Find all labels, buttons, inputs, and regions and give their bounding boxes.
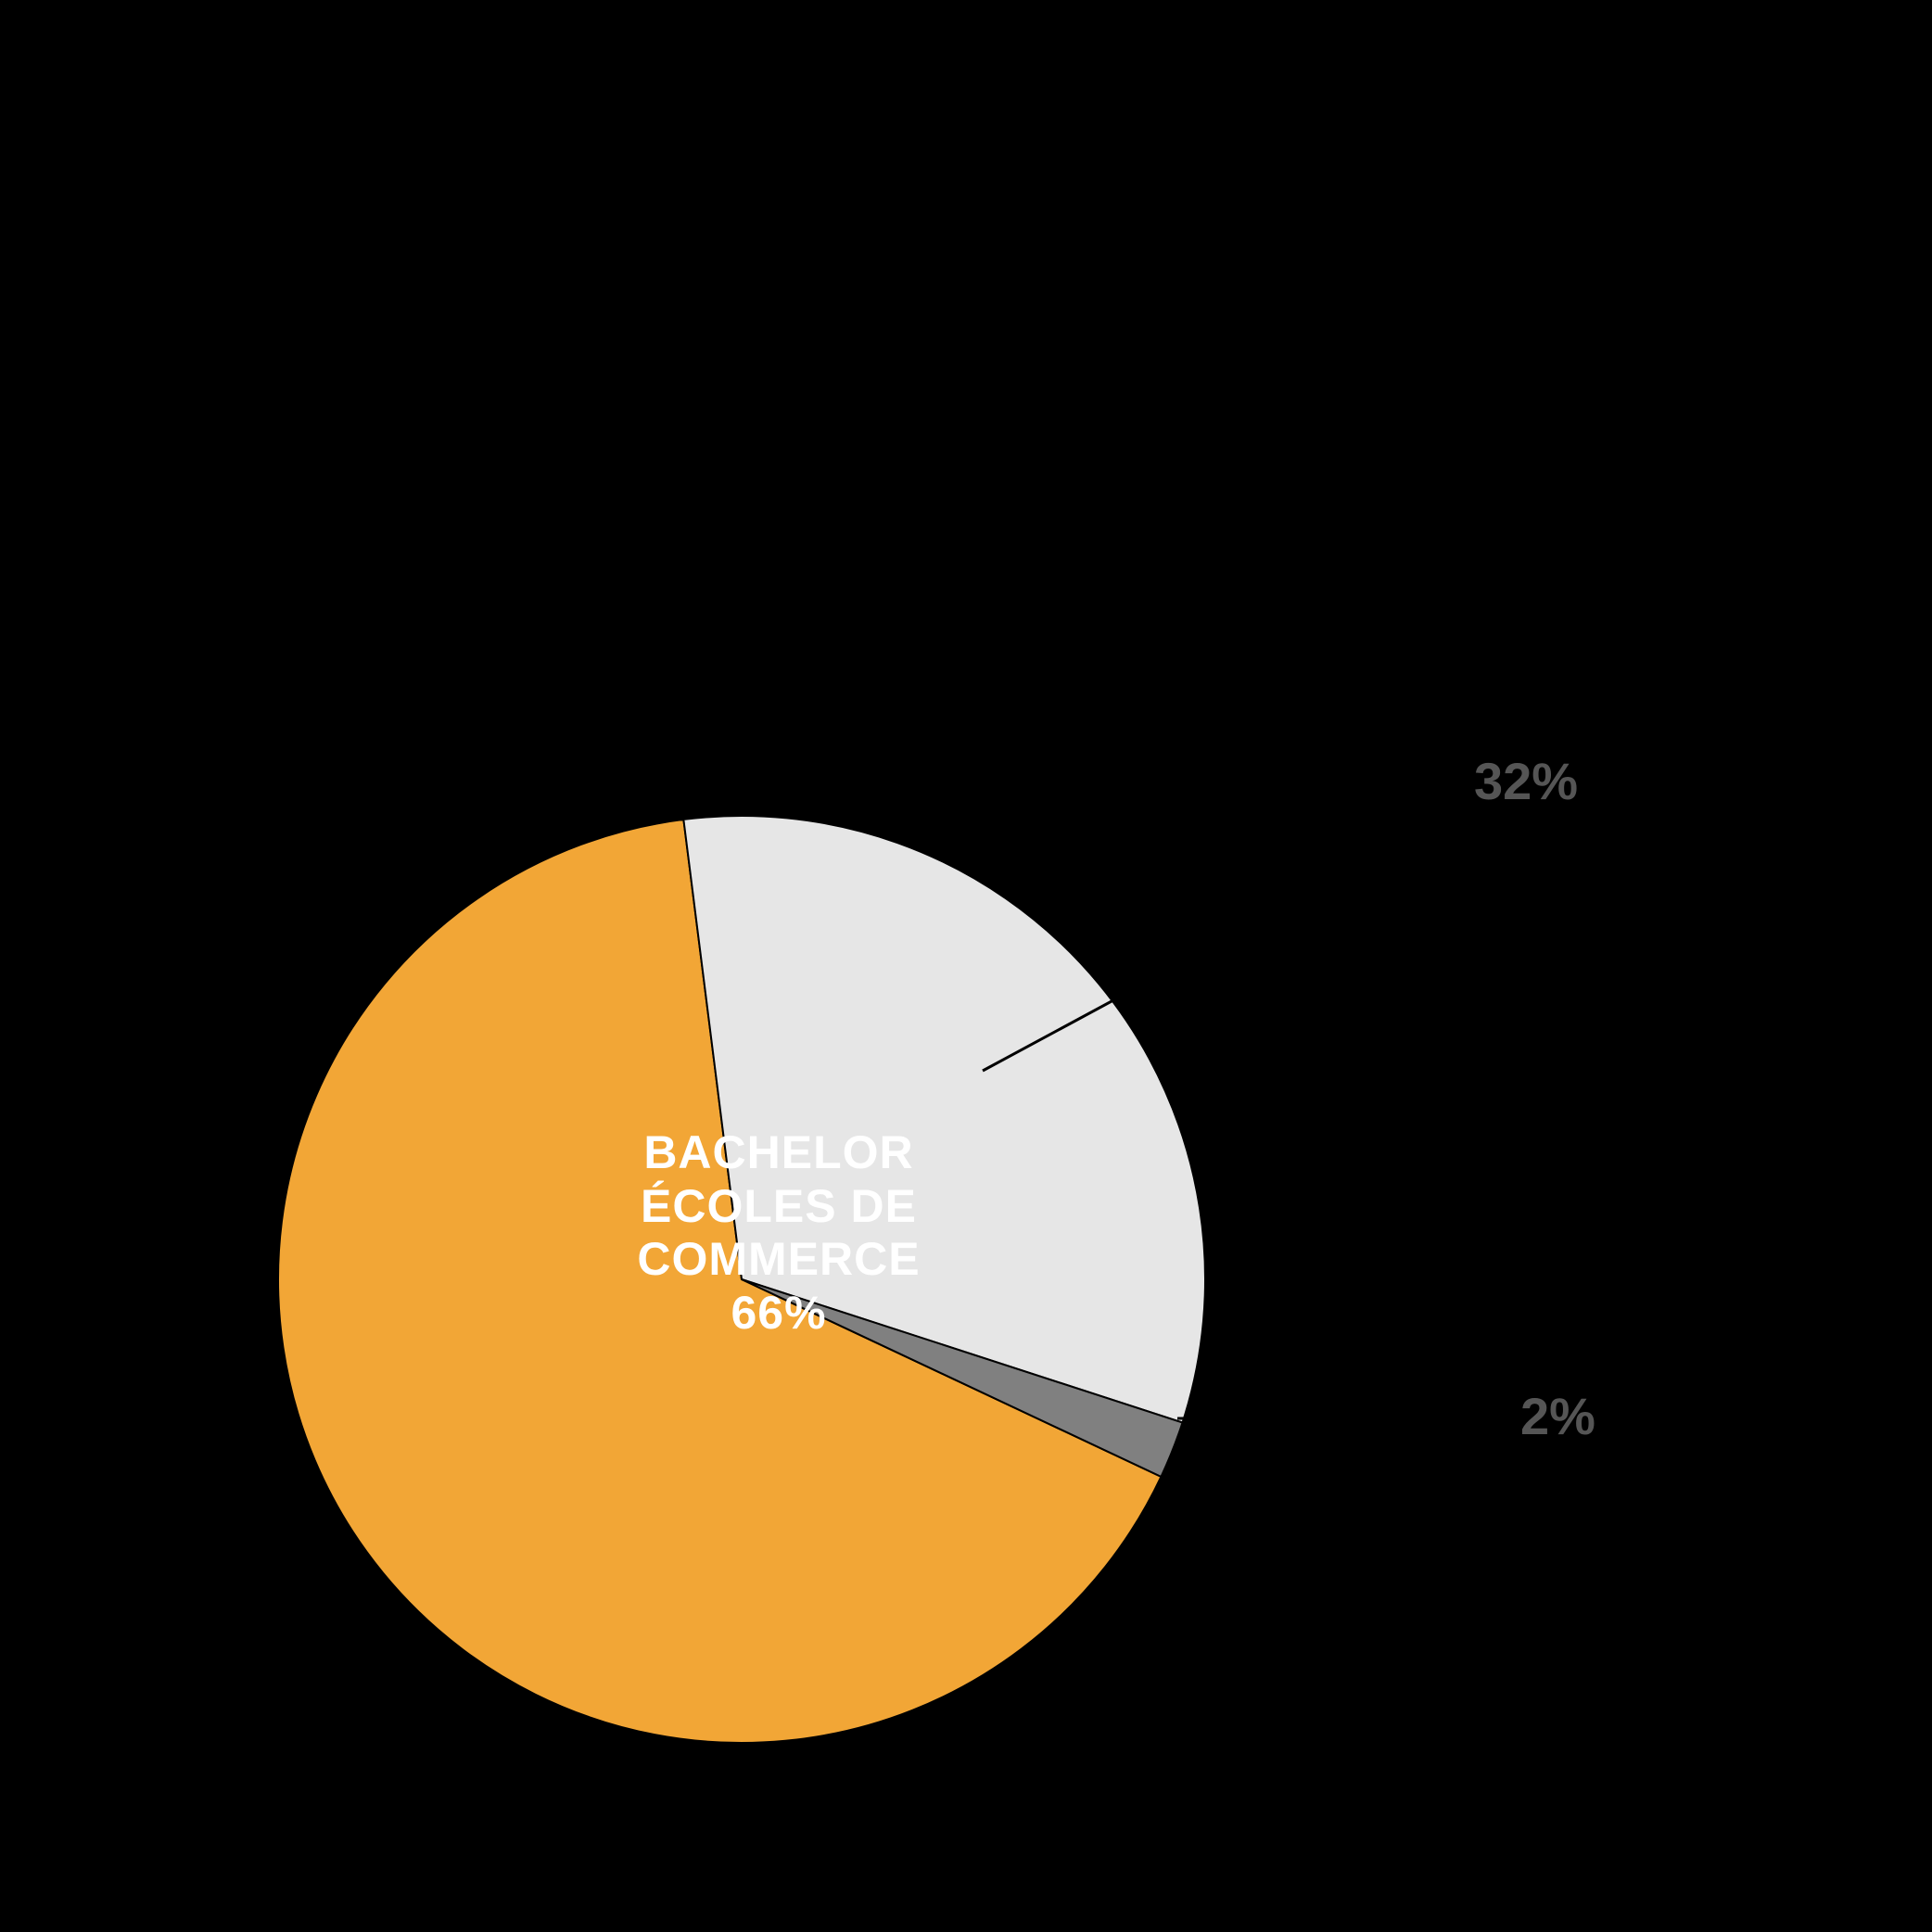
callout-label-2: 2% [1520, 1386, 1595, 1446]
callout-label-32: 32% [1474, 751, 1578, 811]
pie-chart: BACHELORÉCOLES DECOMMERCE66% 32% 2% [0, 0, 1932, 1932]
pie-chart-svg [0, 0, 1932, 1932]
slice-label-bachelor: BACHELORÉCOLES DECOMMERCE66% [584, 1126, 973, 1340]
